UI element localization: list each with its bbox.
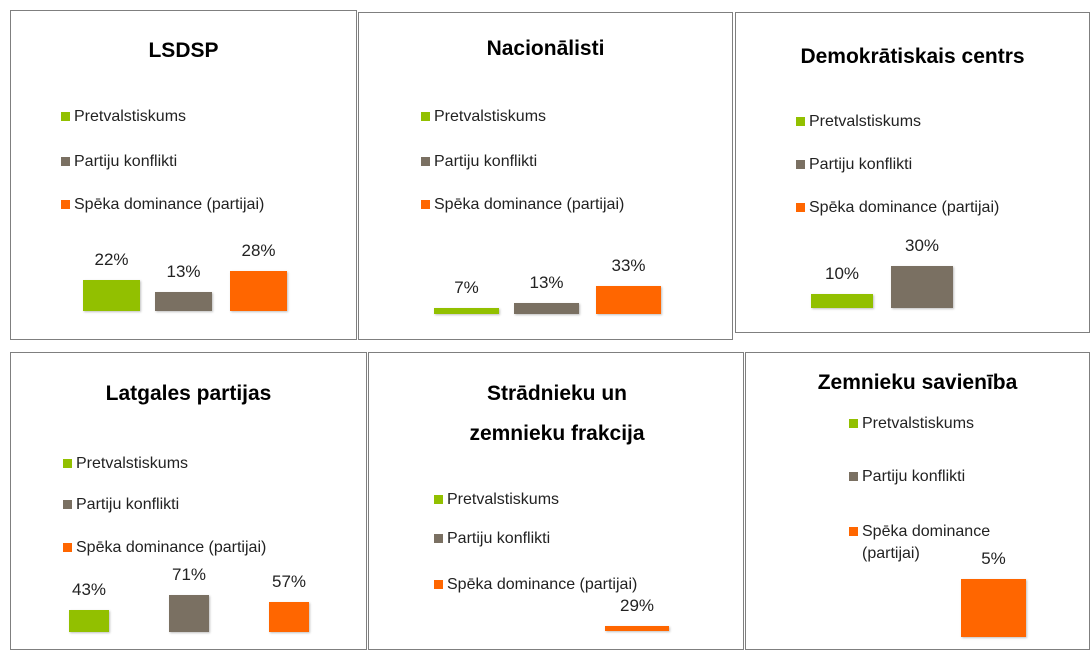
bar <box>83 279 140 311</box>
data-label: 29% <box>619 596 655 615</box>
bar <box>514 302 579 314</box>
legend-label: Spēka dominance (partijai) <box>434 196 625 213</box>
chart-panel: Latgales partijas Pretvalstiskums 43% Parti… <box>10 352 367 650</box>
legend-label: Partiju konflikti <box>862 468 966 485</box>
chart-title: LSDSP <box>148 39 219 62</box>
chart-title: Strādnieku un zemnieku frakcija <box>469 382 645 445</box>
bar <box>434 308 499 314</box>
legend-swatch <box>849 472 858 481</box>
data-label: 13% <box>166 262 201 282</box>
chart-panel: Nacionālisti Pretvalstiskums 7% Partiju kon… <box>358 12 733 340</box>
data-label: 71% <box>171 565 207 584</box>
legend-swatch <box>434 580 443 589</box>
legend-swatch <box>796 117 805 126</box>
legend-label: Partiju konflikti <box>76 496 180 513</box>
chart-title: Zemnieku savienība <box>817 371 1018 394</box>
legend-swatch <box>849 527 858 536</box>
data-label: 33% <box>611 256 646 275</box>
bar <box>269 602 309 632</box>
legend-swatch <box>421 157 430 166</box>
legend-swatch <box>61 112 70 121</box>
legend-swatch <box>434 495 443 504</box>
legend-label: Pretvalstiskums <box>809 113 922 130</box>
legend-swatch <box>421 200 430 209</box>
chart-panel: Strādnieku un zemnieku frakcija Pretvalst… <box>368 352 744 650</box>
data-label: 7% <box>454 278 479 298</box>
chart-panel: Zemnieku savienība Pretvalstiskums Partiju… <box>745 352 1090 650</box>
legend-label: Partiju konflikti <box>447 530 551 547</box>
legend-swatch <box>63 543 72 552</box>
legend-label: Partiju konflikti <box>434 153 538 170</box>
data-label: 5% <box>981 549 1006 568</box>
legend-label: Spēka dominance (partijai) <box>74 196 265 213</box>
legend-label: Partiju konflikti <box>809 156 913 173</box>
bar <box>596 286 661 314</box>
legend-label: Spēka dominance (partijai) <box>76 539 267 556</box>
legend-swatch <box>61 200 70 209</box>
legend-swatch <box>63 500 72 509</box>
legend-swatch <box>61 157 70 166</box>
chart-panel: Demokrātiskais centrs Pretvalstiskums 10% P… <box>735 12 1090 333</box>
legend-label: Pretvalstiskums <box>76 455 189 472</box>
data-label: 30% <box>904 236 940 255</box>
legend-label: Pretvalstiskums <box>447 491 560 508</box>
bar <box>69 609 109 632</box>
bar <box>155 292 212 311</box>
bar <box>961 579 1026 637</box>
legend-swatch <box>849 419 858 428</box>
legend-label: Spēka dominance (partijai) <box>809 199 1000 216</box>
data-label: 43% <box>71 579 107 599</box>
data-label: 22% <box>94 249 129 269</box>
legend-swatch <box>63 459 72 468</box>
legend-label: Pretvalstiskums <box>434 108 547 125</box>
bar <box>605 626 669 631</box>
data-label: 57% <box>271 572 307 592</box>
chart-title: Nacionālisti <box>486 37 605 60</box>
chart-panel: LSDSP Pretvalstiskums 22% Partiju konflikti… <box>10 10 357 340</box>
bar <box>811 294 873 308</box>
bar <box>230 271 287 311</box>
bar <box>891 266 953 308</box>
chart-title: Demokrātiskais centrs <box>800 45 1025 68</box>
legend-swatch <box>421 112 430 121</box>
legend-label: Partiju konflikti <box>74 153 178 170</box>
legend-swatch <box>796 160 805 169</box>
legend-swatch <box>796 203 805 212</box>
legend-label: Spēka dominance (partijai) <box>862 523 991 562</box>
legend-label: Pretvalstiskums <box>862 415 975 432</box>
data-label: 10% <box>824 264 860 283</box>
chart-title: Latgales partijas <box>105 382 272 405</box>
data-label: 13% <box>529 272 564 292</box>
bar <box>169 595 209 632</box>
legend-label: Spēka dominance (partijai) <box>447 576 638 593</box>
legend-swatch <box>434 534 443 543</box>
legend-label: Pretvalstiskums <box>74 108 187 125</box>
data-label: 28% <box>241 241 276 260</box>
